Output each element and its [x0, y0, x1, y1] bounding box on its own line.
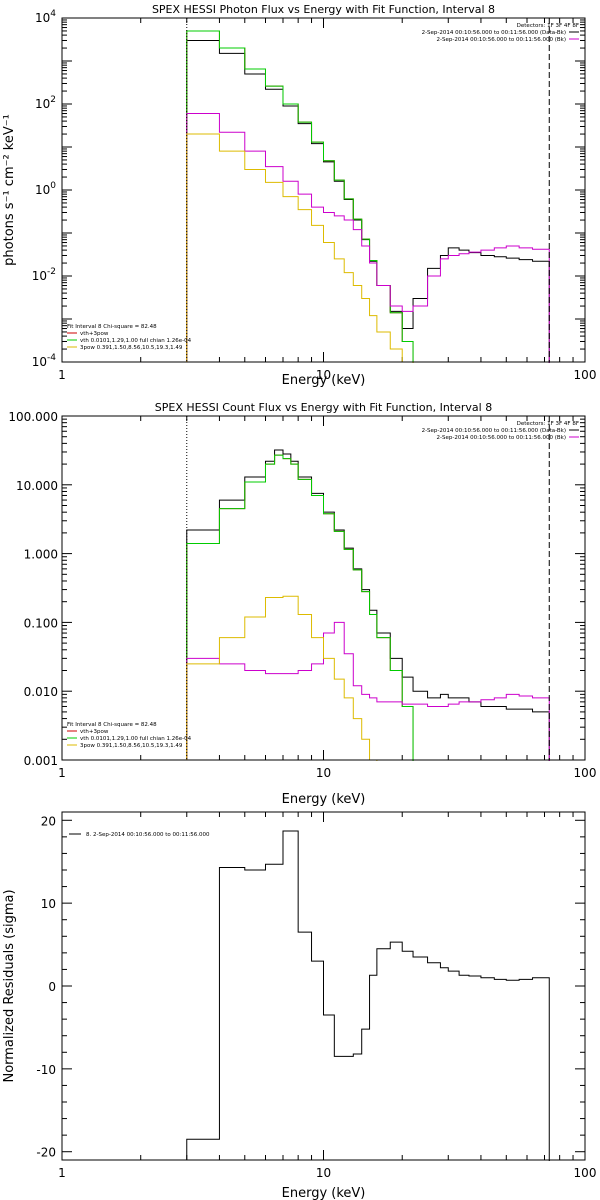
y-tick-exponent: -4	[47, 353, 56, 363]
y-tick-label: 0	[48, 980, 56, 994]
x-tick-label: 100	[574, 368, 597, 382]
y-tick-exponent: -2	[47, 267, 56, 277]
legend-entry: 3pow 0.391,1.50,8.56,10.5,19.3,1.49	[80, 743, 183, 749]
series-line-3	[186, 30, 414, 363]
series-line-2	[186, 30, 414, 363]
series-line-5	[186, 133, 414, 363]
x-tick-label: 1	[58, 368, 66, 382]
y-axis-label: Normalized Residuals (sigma)	[2, 889, 17, 1082]
x-tick-label: 10	[316, 368, 331, 382]
y-tick-label: 10-4	[32, 353, 57, 369]
y-tick-label: 0.100	[24, 616, 58, 630]
x-tick-label: 10	[316, 766, 331, 780]
legend-entry: 2-Sep-2014 00:10:56.000 to 00:11:56.000 …	[437, 435, 567, 441]
x-tick-label: 100	[574, 1166, 597, 1180]
y-tick-label: 100.000	[8, 410, 58, 424]
legend-entry: Detectors: 1F 3F 4F 8F	[517, 23, 579, 29]
legend-entry: 3pow 0.391,1.50,8.56,10.5,19.3,1.49	[80, 345, 183, 351]
legend-entry: Detectors: 1F 3F 4F 8F	[517, 421, 579, 427]
series-line-5	[186, 595, 378, 761]
y-tick-base: 10	[35, 97, 50, 111]
series-line-4	[186, 621, 550, 761]
legend-entry: vth+3pow	[80, 729, 109, 735]
series-line-1	[186, 449, 550, 761]
y-tick-exponent: 4	[50, 9, 56, 19]
series-line-3	[186, 454, 414, 761]
y-tick-exponent: 0	[50, 181, 56, 191]
plot-frame	[61, 17, 586, 363]
chart-panel-2: SPEX HESSI Count Flux vs Energy with Fit…	[8, 401, 596, 807]
chart-panel-1: SPEX HESSI Photon Flux vs Energy with Fi…	[2, 3, 596, 388]
legend-entry: vth+3pow	[80, 331, 109, 337]
x-tick-label: 1	[58, 766, 66, 780]
chart-panel-3: 1 10 100 -20 -10 0 10 20 Energy (keV) Normalized …	[2, 811, 597, 1200]
y-tick-exponent: 2	[50, 95, 56, 105]
y-tick-label: 10.000	[16, 479, 58, 493]
y-axis-label: photons s⁻¹ cm⁻² keV⁻¹	[2, 114, 17, 266]
plot-frame	[61, 811, 586, 1161]
series-line-1	[186, 39, 550, 363]
chart-title: SPEX HESSI Photon Flux vs Energy with Fi…	[152, 3, 495, 16]
y-tick-base: 10	[35, 11, 50, 25]
x-tick-label: 100	[574, 766, 597, 780]
x-tick-label: 10	[316, 1166, 331, 1180]
y-tick-label: 0.010	[24, 685, 58, 699]
plot-frame	[61, 415, 586, 761]
x-axis-label: Energy (keV)	[282, 1186, 366, 1200]
y-tick-label: 100	[35, 181, 56, 197]
y-tick-label: 102	[35, 95, 56, 111]
series-line-1	[186, 830, 550, 1161]
y-tick-base: 10	[32, 355, 47, 369]
y-tick-label: 1.000	[24, 548, 58, 562]
x-axis-label: Energy (keV)	[282, 373, 366, 388]
y-tick-base: 10	[35, 183, 50, 197]
y-tick-label: 20	[41, 814, 56, 828]
series-group	[186, 30, 550, 363]
y-tick-base: 10	[32, 269, 47, 283]
legend-entry: 8. 2-Sep-2014 00:10:56.000 to 00:11:56.0…	[86, 832, 210, 838]
legend-entry: 2-Sep-2014 00:10:56.000 to 00:11:56.000 …	[422, 428, 566, 434]
legend-entry: vth 0.0101,1.29,1.00 full chian 1.26e-04	[80, 338, 192, 344]
y-tick-label: 10	[41, 897, 56, 911]
legend-entry: Fit Interval 8 Chi-square = 82.48	[67, 324, 157, 330]
y-tick-label: 104	[35, 9, 56, 25]
x-axis-label: Energy (keV)	[282, 792, 366, 807]
y-tick-label: 0.001	[24, 754, 58, 768]
y-tick-label: 10-2	[32, 267, 56, 283]
y-tick-label: -10	[36, 1063, 56, 1077]
series-group	[186, 449, 550, 761]
y-tick-label: -20	[36, 1146, 56, 1160]
x-tick-label: 1	[58, 1166, 66, 1180]
series-line-2	[186, 454, 414, 761]
series-group	[186, 830, 550, 1161]
legend-entry: 2-Sep-2014 00:10:56.000 to 00:11:56.000 …	[422, 30, 566, 36]
series-line-4	[186, 113, 550, 363]
legend-entry: 2-Sep-2014 00:10:56.000 to 00:11:56.000 …	[437, 37, 567, 43]
chart-title: SPEX HESSI Count Flux vs Energy with Fit…	[155, 401, 492, 414]
legend-entry: vth 0.0101,1.29,1.00 full chian 1.26e-04	[80, 736, 192, 742]
legend-entry: Fit Interval 8 Chi-square = 82.48	[67, 722, 157, 728]
